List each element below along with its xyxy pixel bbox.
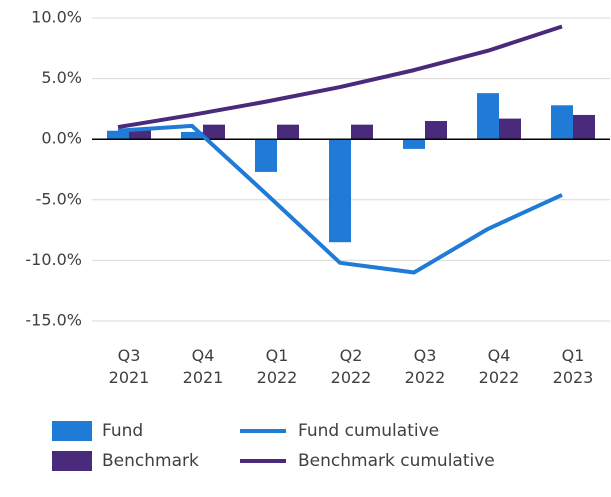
x-tick-label: Q4 2021 [183,346,224,387]
bar [573,114,595,140]
x-tick-label: Q1 2023 [553,346,594,387]
x-tick-label-line: 2023 [553,368,594,387]
y-tick-label: 0.0% [41,129,82,148]
x-tick-label-line: 2021 [183,368,224,387]
x-tick-label-line: 2021 [109,368,150,387]
x-tick-label-line: Q3 [118,346,141,365]
bar [351,124,373,140]
legend-label: Benchmark [102,451,199,471]
legend-swatch [52,451,92,471]
y-tick-label: 5.0% [41,68,82,87]
bar [277,124,299,140]
y-tick-label: -10.0% [25,250,82,269]
bar [499,118,521,140]
x-tick-label-line: Q2 [340,346,363,365]
x-tick-label-line: Q4 [488,346,511,365]
x-tick-label-line: Q1 [266,346,289,365]
x-tick-label-line: Q3 [414,346,437,365]
line [117,123,563,275]
bar [329,139,351,243]
x-tick-label-line: Q4 [192,346,215,365]
bar [129,129,151,140]
x-tick-label: Q3 2021 [109,346,150,387]
legend: Fund Benchmark Fund cumulative Benchmark cu… [52,421,495,471]
line [117,24,563,130]
bar [181,131,203,140]
x-tick-label: Q4 2022 [479,346,520,387]
x-tick-label-line: 2022 [479,368,520,387]
x-tick-label: Q2 2022 [331,346,372,387]
y-tick-label: -15.0% [25,311,82,330]
bar [551,105,573,140]
y-tick-label: -5.0% [36,189,82,208]
x-tick-label-line: Q1 [562,346,585,365]
legend-label: Benchmark cumulative [298,451,495,471]
legend-label: Fund [102,421,143,441]
bar [203,124,225,140]
bar [107,130,129,140]
legend-label: Fund cumulative [298,421,439,441]
x-tick-label: Q1 2022 [257,346,298,387]
bar [425,121,447,140]
x-tick-label: Q3 2022 [405,346,446,387]
bar [255,139,277,172]
bar [403,139,425,149]
bar [477,93,499,140]
legend-swatch [52,421,92,441]
x-tick-label-line: 2022 [257,368,298,387]
y-tick-label: 10.0% [31,8,82,27]
x-tick-label-line: 2022 [331,368,372,387]
x-tick-label-line: 2022 [405,368,446,387]
